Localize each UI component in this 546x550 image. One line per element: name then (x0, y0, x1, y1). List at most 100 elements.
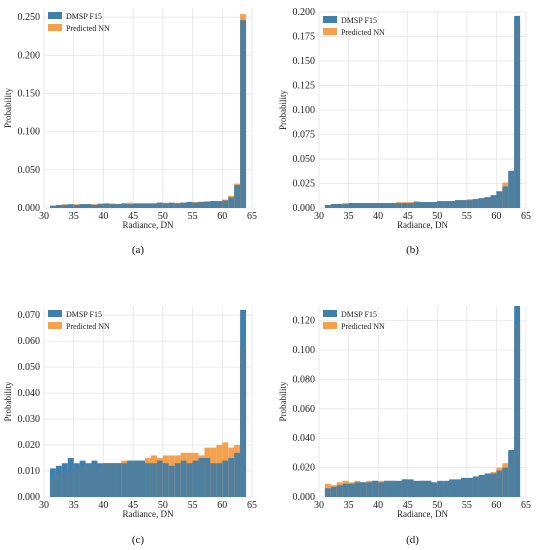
bar-dmsp-f15 (109, 204, 116, 208)
x-tick-label: 35 (69, 211, 79, 222)
y-axis-label: Probability (278, 381, 288, 421)
bar-dmsp-f15 (502, 186, 509, 208)
chart-panel-d: 30 35 40 45 50 55 60 65 0.000 0.020 0.040 0.060 0.08… (278, 306, 531, 546)
bar-predicted-nn (472, 477, 479, 497)
bar-dmsp-f15 (234, 185, 241, 208)
x-tick-label: 60 (491, 500, 501, 511)
bar-dmsp-f15 (127, 204, 134, 208)
bar-predicted-nn (186, 202, 193, 208)
bar-predicted-nn (85, 204, 92, 208)
bar-dmsp-f15 (222, 200, 229, 208)
x-axis-label: Radiance, DN (123, 509, 174, 519)
x-tick-label: 45 (403, 500, 413, 511)
x-tick-label: 30 (314, 211, 324, 222)
bar-dmsp-f15 (401, 203, 408, 208)
bar-dmsp-f15 (228, 458, 235, 497)
x-tick-label: 65 (247, 211, 257, 222)
bar-predicted-nn (401, 479, 408, 497)
x-tick-label: 50 (432, 211, 442, 222)
bar-predicted-nn (150, 203, 157, 208)
bar-dmsp-f15 (162, 203, 169, 208)
bar-predicted-nn (216, 201, 223, 208)
legend-swatch (323, 322, 337, 329)
bar-dmsp-f15 (192, 202, 199, 208)
bar-predicted-nn (413, 482, 420, 497)
bar-predicted-nn (425, 202, 432, 208)
bar-predicted-nn (360, 203, 367, 208)
y-tick-label: 0.050 (18, 165, 41, 176)
bar-predicted-nn (115, 463, 122, 497)
legend: DMSP F15 Predicted NN (48, 12, 110, 33)
bar-predicted-nn (103, 463, 110, 497)
bar-predicted-nn (372, 480, 379, 497)
x-tick-label: 60 (491, 211, 501, 222)
bar-predicted-nn (384, 203, 390, 208)
bar-dmsp-f15 (395, 203, 402, 208)
x-tick-label: 40 (98, 500, 108, 511)
bar-predicted-nn (354, 203, 361, 208)
y-tick-label: 0.000 (18, 203, 41, 214)
legend-swatch (48, 12, 62, 19)
y-tick-label: 0.040 (18, 388, 41, 399)
legend-label: Predicted NN (66, 322, 110, 331)
legend-label: Predicted NN (341, 28, 385, 37)
bar-predicted-nn (348, 203, 355, 208)
bar-predicted-nn (466, 479, 473, 497)
bar-predicted-nn (85, 465, 92, 497)
bar-predicted-nn (55, 473, 62, 497)
bar-predicted-nn (437, 201, 444, 208)
bar-predicted-nn (478, 476, 485, 497)
x-tick-label: 60 (217, 211, 227, 222)
bar-dmsp-f15 (210, 463, 217, 497)
y-tick-label: 0.000 (18, 492, 41, 503)
legend-swatch (48, 310, 62, 317)
bar-predicted-nn (133, 460, 140, 497)
bar-predicted-nn (490, 195, 497, 208)
x-tick-label: 65 (521, 211, 531, 222)
legend-swatch (323, 310, 337, 317)
bar-predicted-nn (67, 471, 74, 497)
bar-dmsp-f15 (324, 488, 331, 497)
y-tick-label: 0.150 (18, 88, 41, 99)
y-axis-label: Probability (278, 90, 288, 130)
y-tick-label: 0.070 (18, 310, 41, 321)
x-tick-label: 55 (462, 500, 472, 511)
bar-dmsp-f15 (490, 473, 497, 497)
y-tick-label: 0.010 (18, 466, 41, 477)
x-tick-label: 60 (217, 500, 227, 511)
bar-dmsp-f15 (174, 203, 181, 208)
bar-predicted-nn (67, 204, 74, 208)
bar-predicted-nn (49, 205, 56, 208)
bar-dmsp-f15 (216, 463, 223, 497)
legend-swatch (323, 16, 337, 23)
bar-dmsp-f15 (413, 202, 420, 208)
y-tick-label: 0.100 (293, 345, 316, 356)
y-tick-label: 0.040 (293, 433, 316, 444)
bar-predicted-nn (395, 482, 402, 497)
bar-predicted-nn (366, 203, 373, 208)
bar-dmsp-f15 (466, 200, 473, 208)
x-tick-label: 45 (128, 500, 138, 511)
bar-dmsp-f15 (97, 204, 104, 208)
legend-label: DMSP F15 (341, 310, 377, 319)
bar-predicted-nn (336, 204, 343, 208)
x-tick-label: 35 (344, 211, 354, 222)
x-tick-label: 30 (314, 500, 324, 511)
bar-predicted-nn (73, 468, 80, 497)
bar-dmsp-f15 (366, 482, 373, 497)
y-tick-label: 0.060 (18, 336, 41, 347)
bar-predicted-nn (460, 479, 467, 497)
panel-label: (b) (406, 244, 419, 256)
bar-dmsp-f15 (342, 204, 349, 208)
legend-swatch (48, 24, 62, 31)
bar-predicted-nn (389, 480, 396, 497)
y-axis-label: Probability (3, 381, 13, 421)
bar-predicted-nn (472, 199, 479, 208)
bar-predicted-nn (443, 201, 450, 208)
bar-predicted-nn (372, 203, 379, 208)
bar-predicted-nn (156, 202, 163, 208)
legend-label: DMSP F15 (341, 16, 377, 25)
y-tick-label: 0.020 (18, 440, 41, 451)
x-tick-label: 40 (373, 500, 383, 511)
